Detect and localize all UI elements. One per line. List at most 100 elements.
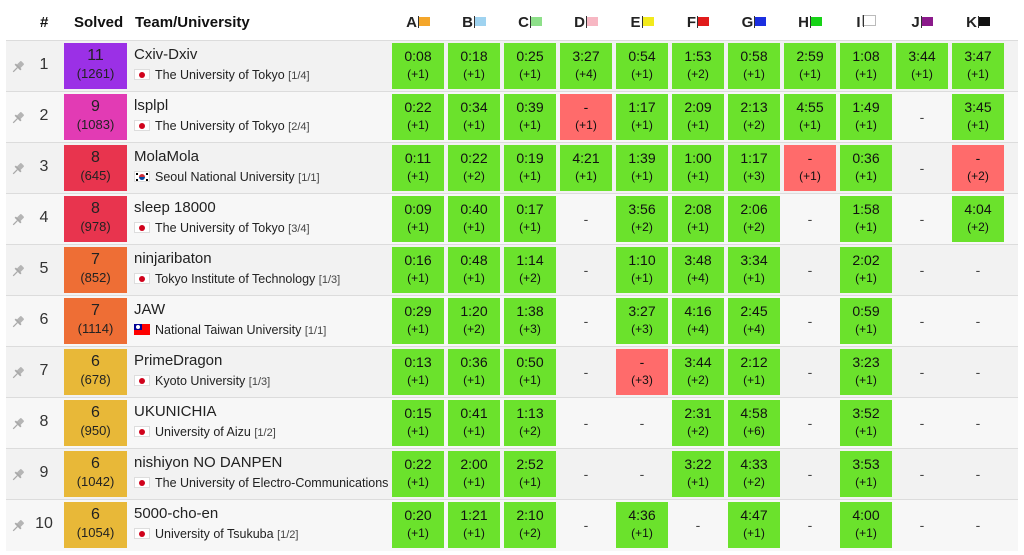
submission-time: 0:41 — [460, 405, 488, 421]
team-info: MolaMola Seoul National University [1/1] — [134, 147, 392, 188]
problem-cell-f: 3:48 (+4) — [672, 247, 724, 293]
pin-icon[interactable] — [10, 161, 26, 177]
problem-header-f[interactable]: F — [672, 14, 724, 31]
pin-icon[interactable] — [10, 59, 26, 75]
submission-time: - — [583, 415, 589, 431]
problem-cell-f: 2:09 (+1) — [672, 94, 724, 140]
attempt-count: (+2) — [743, 220, 765, 234]
submission-time: 3:34 — [740, 252, 768, 268]
team-name[interactable]: MolaMola — [134, 148, 200, 165]
problem-cell-d: 3:27 (+4) — [560, 43, 612, 89]
problem-header-a[interactable]: A — [392, 14, 444, 31]
penalty-time: (645) — [80, 168, 111, 183]
submission-time: - — [583, 364, 589, 380]
university-name: The University of Electro-Communications — [155, 476, 389, 490]
pin-icon[interactable] — [10, 212, 26, 228]
university-team-count: [2/4] — [288, 121, 310, 133]
problem-header-d[interactable]: D — [560, 14, 612, 31]
team-university: National Taiwan University [1/1] — [134, 320, 392, 341]
team-name[interactable]: JAW — [134, 301, 166, 318]
problem-header-h[interactable]: H — [784, 14, 836, 31]
problem-label: F — [686, 14, 697, 31]
team-name[interactable]: 5000-cho-en — [134, 505, 219, 522]
submission-time: 4:21 — [572, 150, 600, 166]
attempt-count: (+1) — [687, 169, 709, 183]
problem-header-c[interactable]: C — [504, 14, 556, 31]
submission-time: - — [919, 415, 925, 431]
problem-cell-j: - — [896, 94, 948, 140]
pin-icon[interactable] — [10, 416, 26, 432]
problem-cell-f: 2:31 (+2) — [672, 400, 724, 446]
team-name[interactable]: sleep 18000 — [134, 199, 216, 216]
problem-header-j[interactable]: J — [896, 14, 948, 31]
problem-cell-e: - — [616, 400, 668, 446]
penalty-time: (1114) — [77, 321, 114, 336]
team-header[interactable]: Team/University — [135, 14, 250, 31]
problem-header-i[interactable]: I — [840, 14, 892, 31]
submission-time: - — [583, 313, 589, 329]
balloon-flag-icon — [920, 16, 933, 28]
attempt-count: (+2) — [463, 322, 485, 336]
submission-time: 2:08 — [684, 201, 712, 217]
problem-cell-k: - (+2) — [952, 145, 1004, 191]
submission-time: 0:29 — [404, 303, 432, 319]
submission-time: 0:22 — [460, 150, 488, 166]
rank-value: 9 — [39, 464, 49, 481]
submission-time: 1:21 — [460, 507, 488, 523]
solved-header[interactable]: Solved — [74, 14, 124, 31]
problem-cell-f: 4:16 (+4) — [672, 298, 724, 344]
attempt-count: (+3) — [631, 322, 653, 336]
rank-header[interactable]: # — [40, 14, 49, 31]
rank-value: 4 — [39, 209, 49, 226]
team-name[interactable]: nishiyon NO DANPEN — [134, 454, 283, 471]
attempt-count: (+1) — [463, 67, 485, 81]
attempt-count: (+1) — [631, 526, 653, 540]
problem-cell-d: - — [560, 502, 612, 548]
team-name[interactable]: UKUNICHIA — [134, 403, 217, 420]
attempt-count: (+1) — [463, 475, 485, 489]
submission-time: - — [639, 466, 645, 482]
pin-icon[interactable] — [10, 263, 26, 279]
pin-icon[interactable] — [10, 110, 26, 126]
submission-time: - — [975, 517, 981, 533]
pin-icon[interactable] — [10, 467, 26, 483]
solved-badge: 11 (1261) — [64, 43, 127, 89]
pin-icon[interactable] — [10, 365, 26, 381]
problem-header-e[interactable]: E — [616, 14, 668, 31]
pin-icon[interactable] — [10, 518, 26, 534]
problem-cell-b: 1:20 (+2) — [448, 298, 500, 344]
team-name[interactable]: Cxiv-Dxiv — [134, 46, 198, 63]
problem-cell-b: 0:41 (+1) — [448, 400, 500, 446]
submission-time: 2:02 — [852, 252, 880, 268]
solved-count: 9 — [91, 98, 100, 115]
penalty-time: (1261) — [76, 66, 115, 81]
attempt-count: (+1) — [631, 118, 653, 132]
problem-cell-a: 0:08 (+1) — [392, 43, 444, 89]
problem-header-g[interactable]: G — [728, 14, 780, 31]
submission-time: 0:59 — [852, 303, 880, 319]
submission-time: 3:27 — [572, 48, 600, 64]
attempt-count: (+1) — [407, 424, 429, 438]
solved-badge: 9 (1083) — [64, 94, 127, 140]
table-row: 3 8 (645) MolaMola Seoul National University… — [6, 142, 1018, 194]
submission-time: 0:13 — [404, 354, 432, 370]
solved-badge: 6 (950) — [64, 400, 127, 446]
problem-cell-i: 0:59 (+1) — [840, 298, 892, 344]
submission-time: - — [919, 364, 925, 380]
problem-header-b[interactable]: B — [448, 14, 500, 31]
attempt-count: (+6) — [743, 424, 765, 438]
submission-time: 0:20 — [404, 507, 432, 523]
submission-time: 3:52 — [852, 405, 880, 421]
team-name[interactable]: PrimeDragon — [134, 352, 223, 369]
team-name[interactable]: ninjaribaton — [134, 250, 212, 267]
team-name[interactable]: lsplpl — [134, 97, 169, 114]
rank-value: 6 — [39, 311, 49, 328]
problem-header-k[interactable]: K — [952, 14, 1004, 31]
rank-value: 8 — [39, 413, 49, 430]
university-name: The University of Tokyo — [155, 119, 285, 133]
team-info: sleep 18000 The University of Tokyo [3/4] — [134, 198, 392, 239]
pin-icon[interactable] — [10, 314, 26, 330]
submission-time: 3:48 — [684, 252, 712, 268]
submission-time: 3:45 — [964, 99, 992, 115]
team-university: University of Aizu [1/2] — [134, 422, 392, 443]
